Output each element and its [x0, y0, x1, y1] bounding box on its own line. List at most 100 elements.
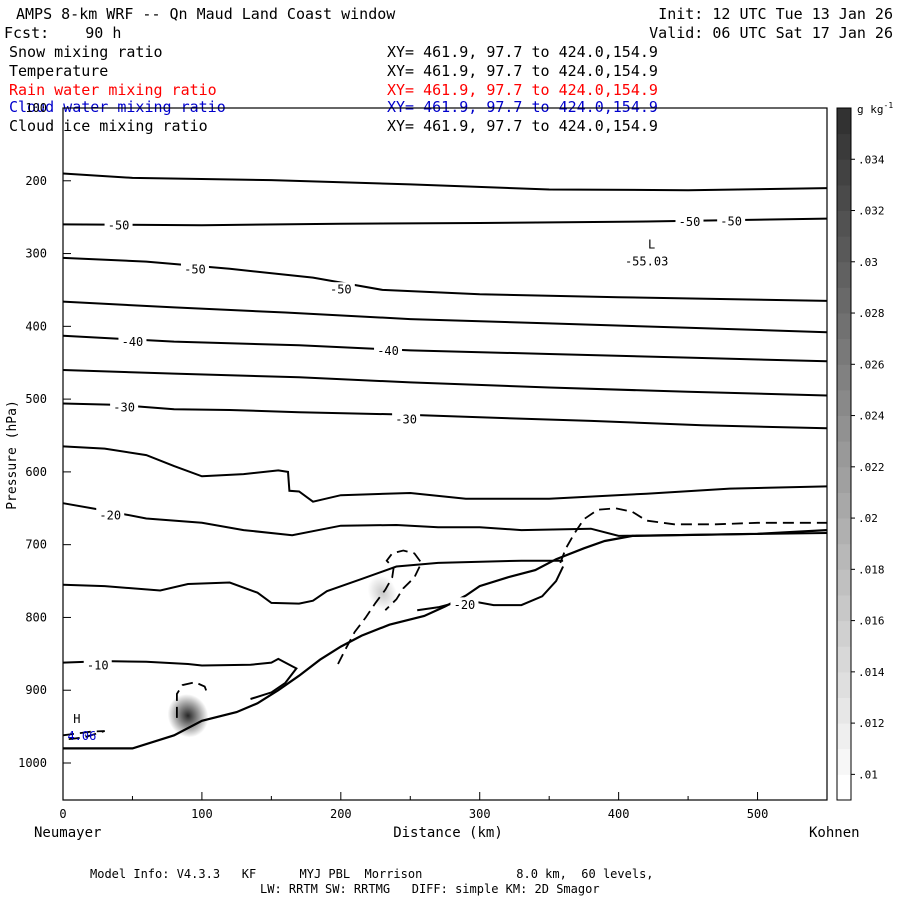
colorbar-tick-label: .028 [858, 307, 885, 320]
colorbar-cell [837, 236, 851, 263]
plot-title: AMPS 8-km WRF -- Qn Maud Land Coast wind… [16, 5, 396, 23]
isotherm-label: -50 [108, 219, 130, 233]
colorbar-cell [837, 261, 851, 288]
mixing-ratio-shade [367, 575, 398, 611]
x-tick-label: 400 [608, 807, 630, 821]
contour-label-bg [104, 218, 133, 233]
extremum-value: -55.03 [625, 255, 668, 269]
colorbar-cell [837, 671, 851, 698]
x-axis-title: Distance (km) [393, 825, 503, 841]
isotherm-line [62, 256, 828, 302]
colorbar-cell [837, 415, 851, 442]
y-tick-label: 1000 [18, 756, 47, 770]
contour-label-bg [392, 411, 421, 426]
isotherm-line [62, 217, 828, 227]
isotherm-line [62, 559, 564, 605]
isotherm-label: -50 [720, 214, 742, 228]
colorbar-cell [837, 210, 851, 237]
isotherm-label: -50 [330, 283, 352, 297]
low-marker: L [648, 238, 655, 252]
extremum-value: 4.06 [67, 729, 96, 743]
mixing-ratio-shade [167, 694, 209, 738]
contour-label-bg [110, 400, 139, 415]
colorbar-tick-label: .02 [858, 512, 878, 525]
isotherm-line [417, 566, 565, 612]
contour-label-bg [717, 213, 746, 228]
contour-label-bg [326, 282, 355, 297]
y-tick-label: 500 [25, 392, 47, 406]
isotherm-line [62, 334, 828, 363]
x-endpoint-left: Neumayer [34, 825, 101, 841]
colorbar-cell [837, 364, 851, 391]
valid-time: Valid: 06 UTC Sat 17 Jan 26 [649, 24, 893, 42]
contour-label-bg [675, 214, 704, 229]
x-tick-label: 0 [59, 807, 66, 821]
colorbar-cell [837, 287, 851, 314]
colorbar-cell [837, 646, 851, 673]
colorbar-tick-label: .024 [858, 410, 885, 423]
contour-label-bg [450, 597, 479, 612]
field-xy: XY= 461.9, 97.7 to 424.0,154.9 [387, 98, 658, 116]
colorbar-tick-label: .016 [858, 615, 885, 628]
contour-label-bg [374, 343, 403, 358]
colorbar-tick-label: .034 [858, 153, 885, 166]
colorbar-cell [837, 389, 851, 416]
colorbar-cell [837, 697, 851, 724]
colorbar-tick-label: .026 [858, 358, 885, 371]
colorbar-cell [837, 338, 851, 365]
isotherm-label: -50 [679, 215, 701, 229]
colorbar-tick-label: .032 [858, 205, 885, 218]
y-tick-label: 900 [25, 683, 47, 697]
colorbar-cell [837, 543, 851, 570]
field-name: Cloud water mixing ratio [9, 98, 226, 116]
colorbar-cell [837, 441, 851, 468]
colorbar-unit-exponent: -1 [884, 101, 894, 110]
isotherm-line [62, 657, 298, 700]
y-tick-label: 700 [25, 538, 47, 552]
field-xy: XY= 461.9, 97.7 to 424.0,154.9 [387, 43, 658, 61]
colorbar-tick-label: .01 [858, 768, 878, 781]
mixing-ratio-contour [176, 681, 209, 718]
colorbar-cell [837, 723, 851, 750]
y-tick-label: 100 [25, 101, 47, 115]
y-tick-label: 200 [25, 174, 47, 188]
y-axis-title: Pressure (hPa) [5, 400, 20, 510]
mixing-ratio-contour [337, 549, 423, 665]
x-tick-label: 300 [469, 807, 491, 821]
colorbar-cell [837, 620, 851, 647]
y-tick-label: 400 [25, 319, 47, 333]
field-name: Cloud ice mixing ratio [9, 117, 208, 135]
isotherm-label: -30 [395, 412, 417, 426]
mixing-ratio-contour [62, 730, 105, 741]
colorbar-unit-base: g kg [857, 103, 884, 116]
field-name: Temperature [9, 62, 109, 80]
high-marker: H [73, 712, 80, 726]
colorbar-cell [837, 313, 851, 340]
isotherm-label: -30 [113, 401, 135, 415]
colorbar-cell [837, 595, 851, 622]
x-endpoint-right: Kohnen [809, 825, 860, 841]
y-tick-label: 800 [25, 610, 47, 624]
isotherm-label: -40 [377, 344, 399, 358]
field-xy: XY= 461.9, 97.7 to 424.0,154.9 [387, 62, 658, 80]
contour-label-bg [96, 507, 125, 522]
colorbar-tick-label: .022 [858, 461, 885, 474]
isotherm-line [62, 172, 828, 192]
colorbar-tick-label: .012 [858, 717, 885, 730]
colorbar-frame [836, 107, 852, 801]
physics-info: LW: RRTM SW: RRTMG DIFF: simple KM: 2D S… [260, 882, 600, 896]
terrain-line [63, 529, 828, 750]
field-name: Rain water mixing ratio [9, 81, 217, 99]
y-tick-label: 600 [25, 465, 47, 479]
field-xy: XY= 461.9, 97.7 to 424.0,154.9 [387, 117, 658, 135]
isotherm-line [62, 445, 828, 503]
model-info: Model Info: V4.3.3 KF MYJ PBL Morrison 8… [90, 867, 654, 881]
contour-label-bg [180, 261, 209, 276]
colorbar-cell [837, 569, 851, 596]
field-xy: XY= 461.9, 97.7 to 424.0,154.9 [387, 81, 658, 99]
colorbar-tick-label: .018 [858, 563, 885, 576]
x-tick-label: 200 [330, 807, 352, 821]
isotherm-line [62, 502, 828, 537]
isotherm-line [62, 300, 828, 334]
